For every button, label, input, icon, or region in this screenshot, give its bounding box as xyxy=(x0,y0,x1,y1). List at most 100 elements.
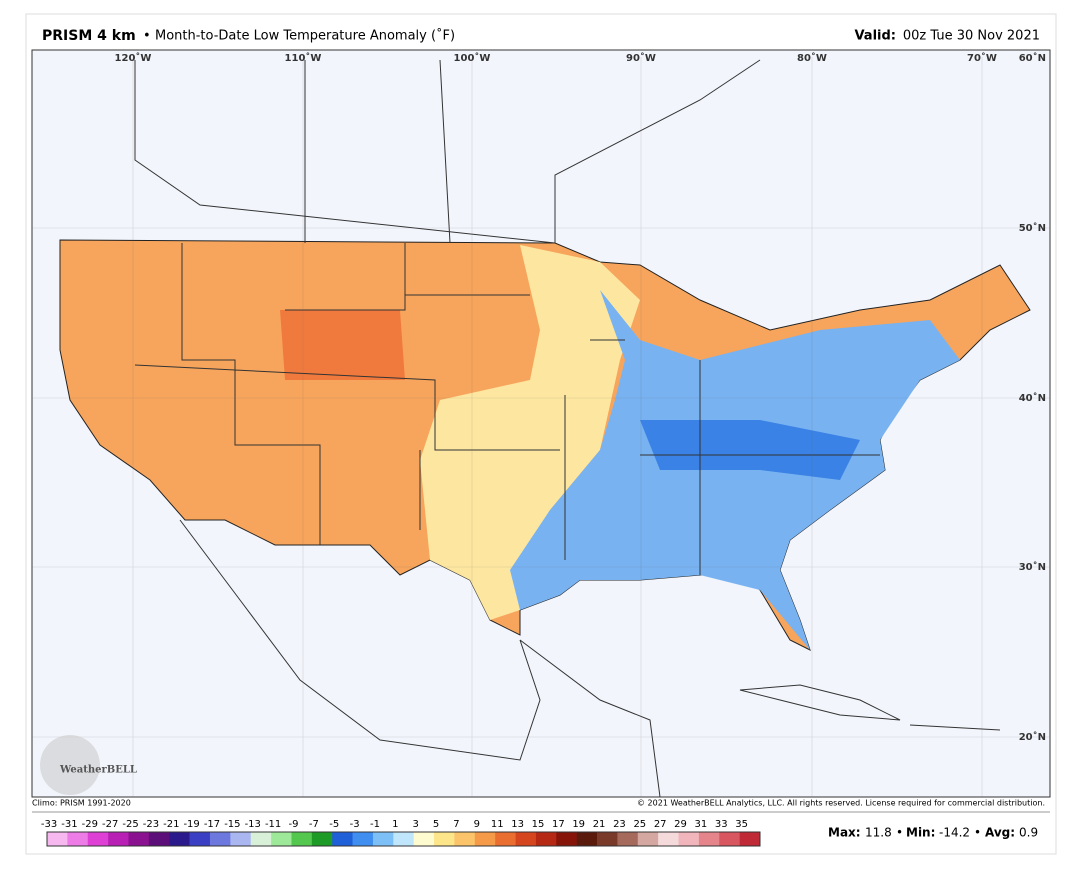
valid-label: Valid: xyxy=(854,29,896,44)
warm-core xyxy=(280,310,405,380)
colorbar-frame xyxy=(46,831,761,847)
colorbar-label: -7 xyxy=(309,819,319,830)
colorbar-label: -3 xyxy=(350,819,360,830)
colorbar-label: -21 xyxy=(163,819,179,830)
colorbar-label: -33 xyxy=(41,819,57,830)
colorbar-cell xyxy=(678,832,700,846)
colorbar-label: -5 xyxy=(329,819,339,830)
colorbar-cell xyxy=(617,832,639,846)
longitude-label: 100˚W xyxy=(454,52,491,64)
colorbar-cell xyxy=(393,832,414,846)
colorbar-label: -19 xyxy=(183,819,199,830)
graticule xyxy=(32,57,1050,797)
separator: • xyxy=(143,29,151,44)
colorbar-label: 3 xyxy=(413,819,419,830)
colorbar-cell xyxy=(515,832,537,846)
colorbar-label: -29 xyxy=(82,819,98,830)
canada-province xyxy=(304,59,451,244)
colorbar-cell xyxy=(658,832,679,846)
colorbar-label: 17 xyxy=(552,819,565,830)
colorbar-label: 21 xyxy=(593,819,606,830)
colorbar-label: -25 xyxy=(122,819,138,830)
caribbean xyxy=(739,684,1001,731)
longitude-label: 120˚W xyxy=(115,52,152,64)
colorbar-label: 15 xyxy=(532,819,545,830)
colorbar-cell xyxy=(230,832,252,846)
latitude-labels: 60˚N 50˚N 40˚N 30˚N 20˚N xyxy=(1019,52,1046,743)
valid-value: 00z Tue 30 Nov 2021 xyxy=(903,29,1040,44)
colorbar-label: 7 xyxy=(453,819,459,830)
colorbar-cell xyxy=(148,832,170,846)
avg-label: Avg: xyxy=(985,826,1015,840)
colorbar-cell xyxy=(495,832,516,846)
colorbar-label: 11 xyxy=(491,819,504,830)
colorbar-cell xyxy=(311,832,333,846)
colorbar-cell xyxy=(271,832,292,846)
colorbar-label: -11 xyxy=(265,819,281,830)
latitude-label: 40˚N xyxy=(1019,392,1046,404)
colorbar-cell xyxy=(597,832,618,846)
latitude-label: 60˚N xyxy=(1019,52,1046,64)
min-label: Min: xyxy=(906,826,935,840)
colorbar-label: -13 xyxy=(245,819,261,830)
colorbar-cell xyxy=(454,832,476,846)
colorbar-label: -1 xyxy=(370,819,380,830)
colorbar-cell xyxy=(189,832,211,846)
colorbar-label: -17 xyxy=(204,819,220,830)
colorbar-cell xyxy=(87,832,109,846)
colorbar-cell xyxy=(719,832,740,846)
colorbar-cell xyxy=(291,832,313,846)
colorbar-label: 29 xyxy=(674,819,687,830)
colorbar-cell xyxy=(434,832,455,846)
colorbar-label: -23 xyxy=(143,819,159,830)
latitude-label: 50˚N xyxy=(1019,222,1046,234)
canada-lines xyxy=(134,59,761,244)
longitude-label: 110˚W xyxy=(285,52,322,64)
colorbar-label: 27 xyxy=(654,819,667,830)
latitude-label: 30˚N xyxy=(1019,561,1046,573)
title: Month-to-Date Low Temperature Anomaly (˚… xyxy=(155,28,455,44)
avg-value: 0.9 xyxy=(1019,826,1038,840)
colorbar-cell xyxy=(637,832,659,846)
logo-mark xyxy=(40,735,100,795)
colorbar-label: -9 xyxy=(289,819,299,830)
separator: • xyxy=(896,826,903,840)
copyright: © 2021 WeatherBELL Analytics, LLC. All r… xyxy=(637,799,1045,808)
colorbar-label: 5 xyxy=(433,819,439,830)
borders xyxy=(134,59,1001,798)
colorbar-cell xyxy=(576,832,598,846)
mexico-coast xyxy=(179,519,661,798)
colorbar: -33 -31 -29 -27 -25 -23 -21 -19 -17 -15 -13 -11 -9 -7… xyxy=(41,819,761,847)
longitude-labels: 120˚W 110˚W 100˚W 90˚W 80˚W 70˚W xyxy=(115,52,997,64)
colorbar-cell xyxy=(108,832,129,846)
separator: • xyxy=(974,826,981,840)
product: PRISM 4 km xyxy=(42,28,136,44)
colorbar-cell xyxy=(128,832,150,846)
colorbar-label: 31 xyxy=(695,819,708,830)
colorbar-label: 19 xyxy=(572,819,585,830)
colorbar-label: 35 xyxy=(735,819,748,830)
colorbar-cell xyxy=(739,832,761,846)
colorbar-label: 25 xyxy=(633,819,646,830)
longitude-label: 80˚W xyxy=(797,52,827,64)
colorbar-cell xyxy=(332,832,353,846)
colorbar-cell xyxy=(67,832,89,846)
colorbar-label: -27 xyxy=(102,819,118,830)
colorbar-label: -31 xyxy=(61,819,77,830)
colorbar-cell xyxy=(413,832,435,846)
map: 120˚W 110˚W 100˚W 90˚W 80˚W 70˚W 60˚N 50˚N 40˚N… xyxy=(31,49,1051,798)
grid-lines xyxy=(32,57,1050,797)
colorbar-cell xyxy=(556,832,577,846)
colorbar-cell xyxy=(698,832,720,846)
stats: Max: 11.8 • Min: -14.2 • Avg: 0.9 xyxy=(828,826,1038,840)
colorbar-cell xyxy=(474,832,496,846)
longitude-label: 70˚W xyxy=(967,52,997,64)
cold-core xyxy=(640,420,860,480)
min-value: -14.2 xyxy=(939,826,970,840)
state-lines xyxy=(134,243,880,575)
colorbar-cell xyxy=(250,832,272,846)
colorbar-label: 9 xyxy=(474,819,480,830)
colorbar-cell xyxy=(372,832,394,846)
colorbar-label: 33 xyxy=(715,819,728,830)
